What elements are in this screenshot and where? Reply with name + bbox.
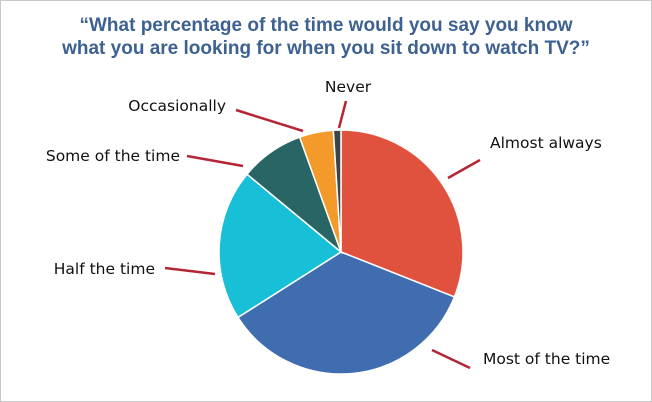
slice-label-some-of-the-time: Some of the time — [46, 147, 180, 165]
slice-label-half-the-time: Half the time — [54, 260, 155, 278]
leader-line-never — [337, 100, 348, 129]
pie-slice-half-the-time — [218, 173, 343, 319]
leader-line-some-of-the-time — [186, 154, 244, 168]
leader-line-occasionally — [235, 108, 304, 133]
pie-slice-never — [332, 129, 342, 253]
leader-line-most-of-the-time — [431, 348, 471, 370]
slice-label-almost-always: Almost always — [490, 134, 602, 152]
pie-slice-most-of-the-time — [236, 251, 456, 375]
chart-title-line-1: “What percentage of the time would you s… — [79, 15, 573, 36]
chart-title-line-2: what you are looking for when you sit do… — [62, 38, 590, 59]
pie-slice-almost-always — [340, 129, 464, 298]
slice-label-most-of-the-time: Most of the time — [483, 350, 610, 368]
slice-label-occasionally: Occasionally — [128, 97, 226, 115]
leader-line-almost-always — [447, 158, 481, 180]
chart-title: “What percentage of the time would you s… — [0, 14, 652, 60]
slice-label-never: Never — [325, 78, 372, 96]
leader-line-half-the-time — [164, 266, 216, 276]
